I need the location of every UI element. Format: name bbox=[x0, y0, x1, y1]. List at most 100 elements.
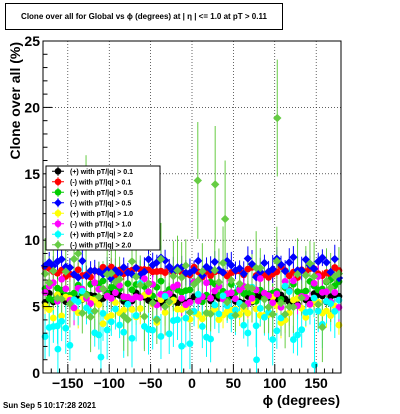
data-point bbox=[65, 263, 75, 272]
data-point bbox=[277, 314, 285, 322]
data-point bbox=[103, 326, 111, 334]
data-point bbox=[70, 289, 78, 297]
data-point bbox=[311, 361, 318, 369]
data-point bbox=[206, 265, 215, 274]
data-point bbox=[186, 340, 194, 348]
data-point bbox=[174, 281, 181, 289]
data-point bbox=[161, 292, 169, 300]
data-point bbox=[53, 257, 62, 266]
data-point bbox=[318, 323, 327, 332]
data-point bbox=[112, 299, 119, 307]
data-point bbox=[54, 322, 61, 330]
data-point bbox=[70, 304, 78, 312]
x-axis-title: ϕ (degrees) bbox=[263, 392, 340, 408]
data-point bbox=[289, 253, 298, 262]
data-point bbox=[152, 315, 162, 325]
data-point bbox=[127, 257, 137, 266]
data-point bbox=[261, 313, 268, 321]
legend-marker bbox=[54, 240, 62, 249]
data-point bbox=[219, 292, 227, 300]
data-point bbox=[181, 261, 190, 270]
data-point bbox=[207, 294, 215, 302]
data-point bbox=[232, 295, 239, 303]
x-tick-label: −150 bbox=[52, 375, 84, 391]
data-point bbox=[290, 336, 297, 343]
data-point bbox=[293, 270, 302, 279]
data-point bbox=[107, 294, 115, 302]
chart-title: Clone over all for Global vs ϕ (degrees)… bbox=[21, 12, 267, 21]
data-point bbox=[57, 294, 66, 304]
data-point bbox=[136, 294, 144, 302]
legend-label: (-) with pT/|q| > 0.1 bbox=[70, 179, 131, 186]
data-point bbox=[173, 266, 182, 275]
data-point bbox=[161, 309, 169, 316]
data-point bbox=[185, 308, 195, 317]
data-point bbox=[235, 279, 244, 288]
data-point bbox=[285, 288, 293, 296]
data-point bbox=[157, 333, 165, 340]
data-point bbox=[322, 258, 331, 267]
data-point bbox=[273, 290, 281, 298]
data-point bbox=[186, 298, 194, 306]
data-point bbox=[298, 326, 306, 334]
legend-box bbox=[45, 165, 161, 251]
data-point bbox=[240, 321, 248, 329]
legend-label: (-) with pT/|q| > 0.5 bbox=[70, 200, 131, 207]
data-point bbox=[124, 300, 132, 308]
data-point bbox=[115, 269, 124, 279]
data-point bbox=[231, 311, 240, 320]
data-point bbox=[140, 267, 149, 277]
data-point bbox=[116, 321, 123, 329]
data-point bbox=[107, 318, 115, 326]
data-point bbox=[305, 259, 315, 268]
x-tick-label: 150 bbox=[304, 375, 328, 391]
legend-marker bbox=[54, 188, 62, 196]
data-point bbox=[107, 274, 116, 283]
data-point bbox=[222, 298, 232, 307]
data-point bbox=[90, 306, 99, 316]
data-point bbox=[264, 303, 273, 312]
data-point bbox=[269, 336, 277, 343]
data-point bbox=[268, 310, 277, 319]
data-point bbox=[99, 309, 107, 317]
data-point bbox=[115, 274, 124, 284]
data-point bbox=[99, 277, 107, 285]
data-point bbox=[99, 320, 107, 328]
data-point bbox=[87, 300, 94, 307]
data-point bbox=[211, 287, 219, 295]
data-point bbox=[310, 279, 318, 287]
data-point bbox=[260, 258, 269, 268]
legend-marker bbox=[54, 178, 62, 186]
data-point bbox=[239, 269, 248, 278]
data-point bbox=[281, 278, 289, 285]
y-axis-title: Clone over all (%) bbox=[7, 42, 23, 159]
data-point bbox=[161, 269, 169, 276]
data-point bbox=[194, 290, 202, 298]
data-point bbox=[272, 257, 282, 266]
data-point bbox=[123, 315, 133, 324]
data-point bbox=[107, 312, 115, 319]
data-point bbox=[314, 307, 322, 315]
data-point bbox=[120, 328, 128, 336]
data-point bbox=[136, 280, 145, 290]
data-point bbox=[306, 300, 314, 308]
data-point bbox=[244, 309, 252, 317]
x-tick-label: −100 bbox=[93, 375, 125, 391]
data-point bbox=[119, 263, 128, 272]
data-point bbox=[310, 294, 318, 302]
data-point bbox=[309, 264, 319, 274]
data-point bbox=[69, 270, 79, 279]
data-point bbox=[128, 334, 136, 342]
y-tick-label: 20 bbox=[24, 99, 40, 115]
data-point bbox=[227, 261, 236, 270]
data-point bbox=[193, 176, 202, 185]
data-point bbox=[269, 299, 277, 307]
data-point bbox=[177, 273, 186, 282]
data-point bbox=[95, 301, 103, 308]
data-point bbox=[268, 264, 277, 274]
data-point bbox=[112, 305, 119, 313]
legend-label: (-) with pT/|q| > 2.0 bbox=[70, 242, 131, 249]
data-point bbox=[73, 273, 83, 282]
legend-label: (+) with pT/|q| > 0.1 bbox=[70, 169, 133, 176]
